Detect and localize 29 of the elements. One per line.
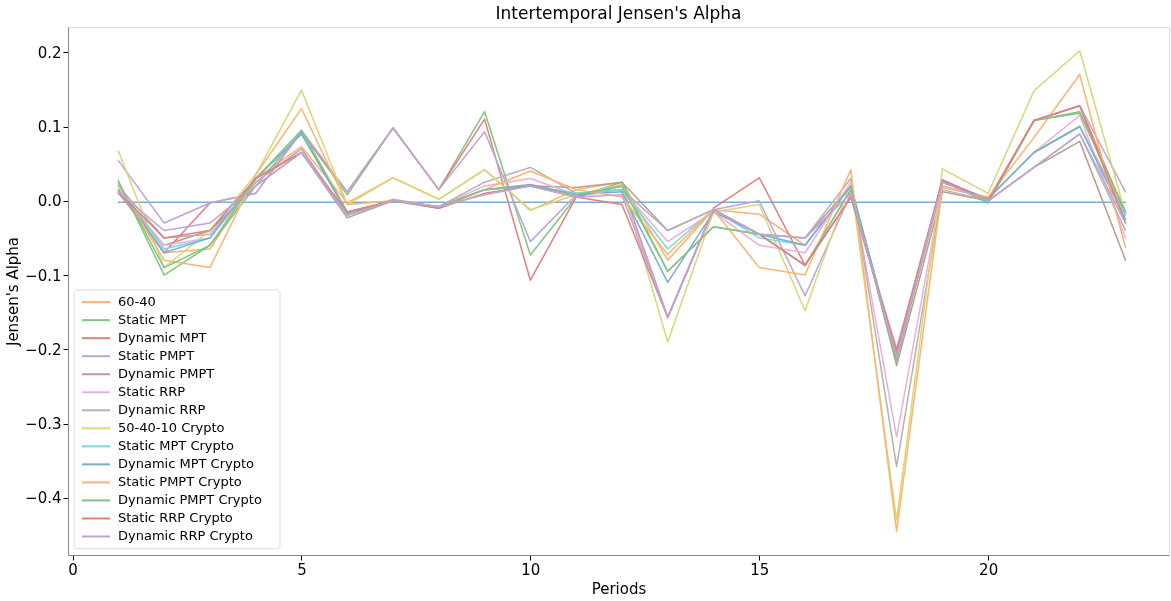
y-axis-title: Jensen's Alpha	[4, 236, 23, 348]
legend-label: Dynamic RRP	[118, 402, 206, 418]
x-tick-label: 10	[521, 560, 541, 579]
legend-label: Static RRP	[118, 384, 186, 400]
x-tick-label: 20	[979, 560, 999, 579]
legend-label: Dynamic MPT Crypto	[118, 456, 255, 472]
y-tick-label: 0.2	[37, 43, 62, 62]
y-tick-label: −0.1	[25, 266, 62, 285]
y-tick-label: 0.0	[37, 192, 62, 211]
y-tick-label: −0.3	[25, 415, 62, 434]
x-axis-title: Periods	[591, 579, 647, 598]
legend-label: Static MPT Crypto	[118, 438, 234, 454]
legend-label: 60-40	[118, 294, 156, 310]
legend-label: Dynamic MPT	[118, 330, 207, 346]
y-tick-label: −0.4	[25, 489, 62, 508]
x-tick-label: 15	[750, 560, 770, 579]
legend-label: Dynamic PMPT	[118, 366, 215, 382]
chart-title: Intertemporal Jensen's Alpha	[495, 3, 742, 23]
legend-label: Static PMPT Crypto	[118, 474, 242, 490]
legend-label: Static MPT	[118, 312, 187, 328]
legend-label: Dynamic PMPT Crypto	[118, 492, 262, 508]
x-tick-label: 0	[68, 560, 78, 579]
y-tick-label: −0.2	[25, 340, 62, 359]
legend-label: Static RRP Crypto	[118, 510, 233, 526]
legend-label: Dynamic RRP Crypto	[118, 528, 253, 544]
y-tick-label: 0.1	[37, 118, 62, 137]
legend-label: Static PMPT	[118, 348, 195, 364]
x-tick-label: 5	[297, 560, 307, 579]
legend-label: 50-40-10 Crypto	[118, 420, 225, 436]
